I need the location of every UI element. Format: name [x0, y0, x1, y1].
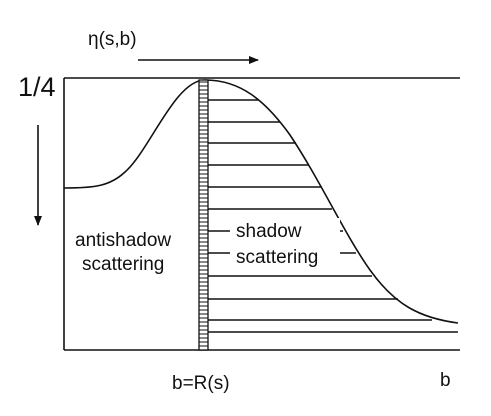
eta-label: η(s,b)	[88, 29, 137, 50]
b-axis-label: b	[440, 370, 451, 391]
antishadow-label: antishadow	[75, 230, 171, 251]
radius-label: b=R(s)	[172, 373, 230, 394]
eta-curve	[63, 79, 459, 324]
shadow-label: scattering	[236, 247, 318, 268]
shadow-hatching	[208, 99, 458, 333]
antishadow-label: scattering	[82, 254, 164, 275]
shadow-label: shadow	[236, 221, 302, 242]
quarter-label: 1/4	[18, 72, 56, 102]
radius-bar	[198, 79, 209, 351]
label-backdrop	[230, 218, 340, 272]
